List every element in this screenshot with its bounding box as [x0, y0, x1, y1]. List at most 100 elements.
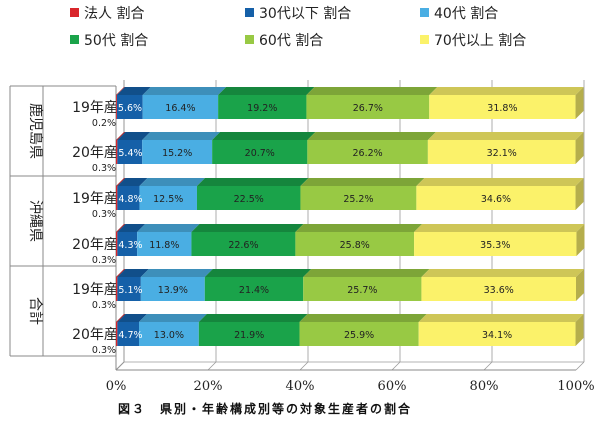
gridline-floor	[575, 361, 585, 371]
bar-top	[196, 178, 309, 186]
x-tick-label: 0%	[106, 379, 127, 394]
bar-segment	[117, 232, 138, 256]
data-label: 31.8%	[487, 103, 517, 114]
gridline-floor	[207, 361, 217, 371]
bar-segment	[191, 232, 296, 256]
bar-segment	[139, 186, 197, 210]
bar-top	[300, 178, 425, 186]
data-label: 34.1%	[482, 330, 512, 341]
data-label: 0.3%	[92, 345, 116, 356]
data-label: 4.3%	[118, 240, 142, 251]
data-label: 5.6%	[118, 103, 142, 114]
gridline-floor	[391, 361, 401, 371]
group-label: 鹿児島県	[27, 103, 44, 159]
bar-segment	[116, 95, 143, 119]
bar-segment	[295, 232, 415, 256]
bar-segment	[117, 186, 140, 210]
data-label: 11.8%	[149, 240, 179, 251]
data-label: 32.1%	[487, 148, 517, 159]
bar-segment	[117, 277, 141, 301]
bar-top	[204, 269, 312, 277]
bar-top	[116, 314, 126, 322]
legend-swatch	[420, 35, 429, 44]
legend-label: 40代 割合	[434, 5, 498, 22]
data-label: 0.2%	[92, 118, 116, 129]
bar-segment	[427, 140, 576, 164]
legend-swatch	[245, 8, 254, 17]
data-label: 15.2%	[162, 148, 192, 159]
data-label: 21.9%	[234, 330, 264, 341]
bar-top	[117, 178, 148, 186]
bar-top	[117, 269, 149, 277]
bar-segment	[198, 322, 300, 346]
bar-segment	[414, 232, 577, 256]
bar-segment	[418, 322, 576, 346]
data-label: 4.7%	[118, 330, 142, 341]
data-label: 12.5%	[153, 194, 183, 205]
legend-swatch	[70, 8, 79, 17]
legend-label: 30代以下 割合	[259, 5, 351, 22]
legend-swatch	[420, 8, 429, 17]
legend-label: 法人 割合	[84, 5, 144, 22]
bar-top	[418, 314, 584, 322]
x-tick-label: 40%	[286, 379, 315, 394]
bar-top	[427, 132, 584, 140]
bar-segment	[117, 322, 139, 346]
data-label: 0.3%	[92, 209, 116, 220]
bar-segment	[116, 232, 118, 256]
bar-top	[117, 314, 147, 322]
gridline-floor	[299, 361, 309, 371]
bar-top	[116, 132, 126, 140]
bar-segment	[139, 322, 199, 346]
bar-segment	[116, 186, 118, 210]
bar-segment	[416, 186, 576, 210]
bar-top	[416, 178, 584, 186]
group-label: 沖縄県	[27, 200, 43, 242]
bar-top	[117, 132, 151, 140]
bar-top	[429, 87, 584, 95]
bar-top	[303, 269, 430, 277]
data-label: 13.9%	[158, 285, 188, 296]
bar-end-cap	[575, 314, 584, 346]
bar-top	[299, 314, 427, 322]
x-tick-label: 20%	[194, 379, 223, 394]
legend-label: 50代 割合	[84, 32, 148, 49]
data-label: 0.3%	[92, 300, 116, 311]
bar-top	[307, 132, 436, 140]
data-label: 5.4%	[118, 148, 142, 159]
group-label: 合計	[27, 297, 43, 325]
bar-segment	[140, 277, 205, 301]
bar-segment	[421, 277, 576, 301]
bar-segment	[116, 95, 117, 119]
bar-segment	[196, 186, 301, 210]
bar-segment	[307, 140, 428, 164]
data-label: 25.8%	[340, 240, 370, 251]
category-label: 20年産	[72, 327, 118, 343]
data-label: 25.7%	[347, 285, 377, 296]
data-label: 0.3%	[92, 255, 116, 266]
data-label: 25.9%	[344, 330, 374, 341]
category-label: 20年産	[72, 145, 118, 161]
gridline-floor	[115, 361, 125, 371]
data-label: 22.5%	[234, 194, 264, 205]
bar-top	[421, 269, 584, 277]
bar-top	[116, 87, 151, 95]
category-label: 20年産	[72, 237, 118, 253]
legend-swatch	[245, 35, 254, 44]
bar-segment	[116, 322, 118, 346]
bar-top	[295, 224, 423, 232]
bar-segment	[429, 95, 576, 119]
bar-top	[116, 269, 126, 277]
bar-end-cap	[576, 224, 585, 256]
legend-label: 70代以上 割合	[434, 32, 526, 49]
x-tick-label: 60%	[378, 379, 407, 394]
bar-top	[306, 87, 438, 95]
data-label: 22.6%	[228, 240, 258, 251]
data-label: 4.8%	[118, 194, 142, 205]
category-label: 19年産	[72, 100, 118, 116]
category-label: 19年産	[72, 282, 118, 298]
bar-top	[140, 269, 213, 277]
legend-swatch	[70, 35, 79, 44]
